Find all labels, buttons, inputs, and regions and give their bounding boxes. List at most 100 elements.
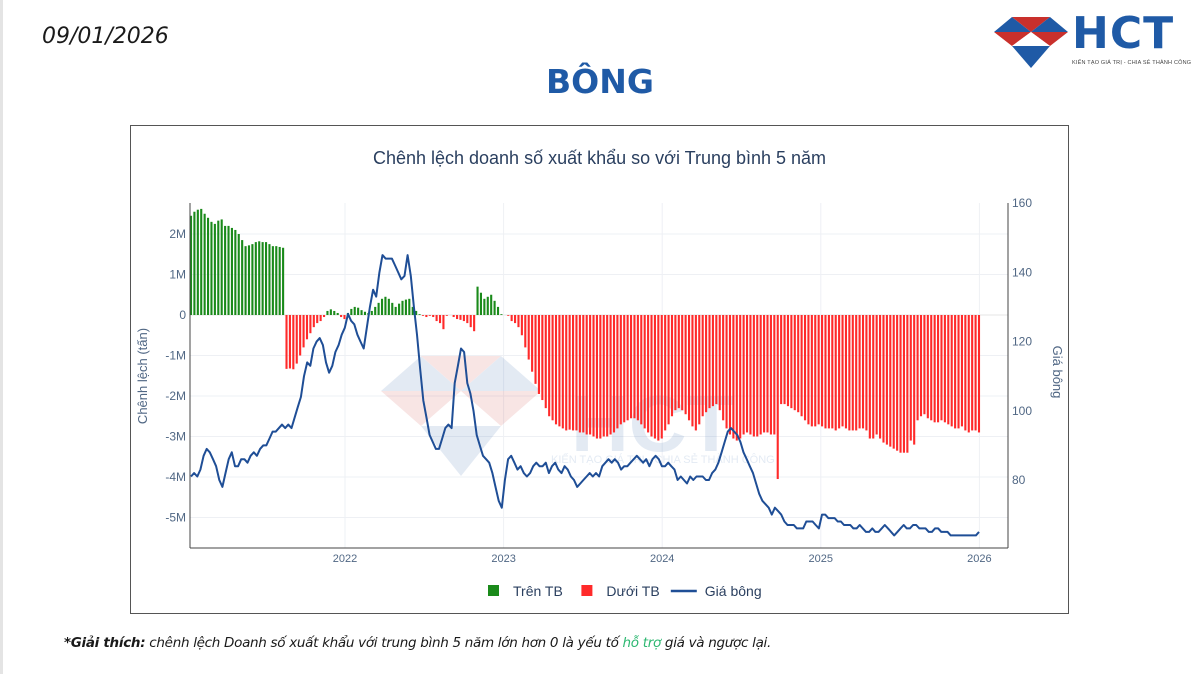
- bar[interactable]: [340, 315, 343, 318]
- bar[interactable]: [189, 215, 193, 315]
- bar[interactable]: [527, 315, 530, 360]
- bar[interactable]: [261, 242, 264, 315]
- bar[interactable]: [872, 315, 875, 439]
- bar[interactable]: [585, 315, 588, 435]
- bar[interactable]: [616, 315, 619, 429]
- bar[interactable]: [793, 315, 796, 411]
- bar[interactable]: [681, 315, 684, 411]
- bar[interactable]: [902, 315, 905, 453]
- bar[interactable]: [623, 315, 626, 423]
- bar[interactable]: [851, 315, 854, 431]
- bar[interactable]: [312, 315, 315, 328]
- bar[interactable]: [790, 315, 793, 409]
- bar[interactable]: [896, 315, 899, 451]
- bar[interactable]: [913, 315, 916, 445]
- bar[interactable]: [844, 315, 848, 429]
- bar[interactable]: [309, 315, 312, 334]
- bar[interactable]: [728, 315, 732, 435]
- bar[interactable]: [282, 247, 285, 315]
- bar[interactable]: [432, 315, 435, 318]
- bar[interactable]: [698, 315, 701, 425]
- bar[interactable]: [609, 315, 612, 435]
- bar[interactable]: [391, 302, 394, 315]
- bar[interactable]: [387, 298, 390, 315]
- bar[interactable]: [357, 307, 360, 315]
- bar[interactable]: [756, 315, 759, 437]
- bar[interactable]: [718, 315, 721, 411]
- bar[interactable]: [705, 315, 708, 413]
- bar[interactable]: [769, 315, 772, 435]
- bar[interactable]: [302, 315, 305, 348]
- bar[interactable]: [445, 315, 448, 316]
- bar[interactable]: [360, 310, 363, 315]
- bar[interactable]: [210, 221, 213, 315]
- bar[interactable]: [305, 315, 309, 340]
- bar[interactable]: [660, 315, 663, 439]
- bar[interactable]: [861, 315, 865, 429]
- bar[interactable]: [534, 315, 537, 384]
- bar[interactable]: [848, 315, 851, 431]
- bar[interactable]: [899, 315, 902, 453]
- bar[interactable]: [459, 315, 462, 320]
- bar[interactable]: [933, 315, 936, 423]
- bar[interactable]: [670, 315, 674, 417]
- bar[interactable]: [749, 315, 752, 435]
- bar[interactable]: [766, 315, 769, 433]
- bar[interactable]: [964, 315, 967, 431]
- bar[interactable]: [889, 315, 892, 447]
- bar[interactable]: [278, 246, 281, 315]
- bar[interactable]: [241, 240, 244, 315]
- bar[interactable]: [258, 241, 261, 315]
- bar[interactable]: [977, 315, 981, 433]
- legend-item[interactable]: Trên TB: [488, 583, 563, 599]
- bar[interactable]: [244, 246, 247, 315]
- bar[interactable]: [548, 315, 551, 417]
- bar[interactable]: [626, 315, 629, 421]
- bar[interactable]: [295, 315, 298, 364]
- bar[interactable]: [537, 315, 540, 394]
- bar[interactable]: [398, 303, 401, 315]
- bar[interactable]: [640, 315, 643, 425]
- bar[interactable]: [612, 315, 616, 433]
- bar[interactable]: [565, 315, 568, 431]
- bar[interactable]: [435, 315, 438, 322]
- bar[interactable]: [807, 315, 810, 425]
- bar[interactable]: [203, 213, 206, 315]
- bar[interactable]: [572, 315, 575, 431]
- bar[interactable]: [879, 315, 882, 439]
- bar[interactable]: [636, 315, 639, 421]
- bar[interactable]: [466, 315, 469, 324]
- bar[interactable]: [575, 315, 578, 431]
- bar[interactable]: [510, 315, 513, 322]
- bar[interactable]: [745, 315, 749, 433]
- bar[interactable]: [551, 315, 554, 421]
- bar[interactable]: [967, 315, 970, 433]
- bar[interactable]: [821, 315, 824, 427]
- bar[interactable]: [916, 315, 919, 421]
- bar[interactable]: [408, 298, 411, 315]
- bar[interactable]: [763, 315, 766, 433]
- bar[interactable]: [650, 315, 653, 437]
- bar[interactable]: [868, 315, 871, 439]
- bar[interactable]: [882, 315, 885, 443]
- bar[interactable]: [292, 315, 295, 370]
- bar[interactable]: [674, 315, 677, 411]
- bar[interactable]: [694, 315, 697, 431]
- bar[interactable]: [285, 315, 288, 369]
- bar[interactable]: [684, 315, 687, 415]
- bar[interactable]: [606, 315, 609, 437]
- bar[interactable]: [507, 315, 510, 316]
- bar[interactable]: [940, 315, 943, 421]
- bar[interactable]: [657, 315, 660, 441]
- bar[interactable]: [500, 314, 503, 315]
- bar[interactable]: [254, 242, 257, 315]
- bar[interactable]: [725, 315, 728, 429]
- bar[interactable]: [520, 315, 523, 336]
- bar[interactable]: [380, 298, 384, 315]
- bar[interactable]: [517, 315, 520, 328]
- bar[interactable]: [247, 245, 251, 315]
- bar[interactable]: [394, 306, 397, 315]
- bar[interactable]: [490, 294, 493, 315]
- bar[interactable]: [647, 315, 650, 433]
- bar[interactable]: [838, 315, 841, 429]
